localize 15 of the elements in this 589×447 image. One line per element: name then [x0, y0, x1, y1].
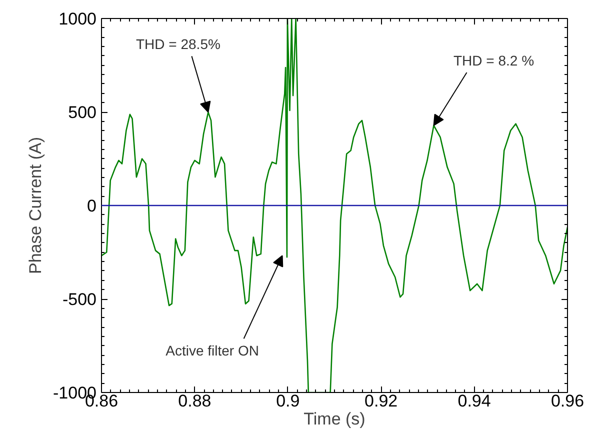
x-tick-label: 0.92	[364, 392, 398, 410]
annotation: Active filter ON	[166, 342, 259, 359]
line-series	[102, 18, 568, 392]
x-tick-label: 0.88	[178, 392, 212, 410]
y-tick-label: 500	[68, 103, 97, 122]
x-tick-label: 0.9	[276, 392, 300, 410]
y-tick-label: -500	[62, 290, 97, 309]
y-tick-label: 0	[87, 196, 97, 216]
x-tick-label: 0.94	[458, 392, 491, 410]
y-axis-title: Phase Current (A)	[26, 137, 46, 274]
annotation: THD = 28.5%	[136, 36, 220, 52]
x-axis-title: Time (s)	[304, 410, 366, 428]
y-tick-label: 1000	[58, 10, 97, 28]
annotation: THD = 8.2 %	[453, 52, 534, 68]
x-tick-label: 0.96	[550, 392, 584, 410]
